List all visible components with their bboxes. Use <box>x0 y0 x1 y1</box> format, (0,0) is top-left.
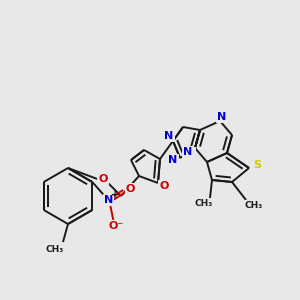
Text: CH₃: CH₃ <box>245 200 263 209</box>
Text: O⁻: O⁻ <box>109 221 124 231</box>
Text: N: N <box>183 147 193 157</box>
Text: N: N <box>164 131 174 141</box>
Text: CH₃: CH₃ <box>46 245 64 254</box>
Text: N: N <box>218 112 226 122</box>
Text: CH₃: CH₃ <box>195 200 213 208</box>
Text: N: N <box>185 148 195 158</box>
Text: O: O <box>126 184 135 194</box>
Text: O: O <box>98 174 108 184</box>
Text: S: S <box>253 160 261 170</box>
Text: +: + <box>111 190 119 200</box>
Text: N: N <box>168 155 178 165</box>
Text: N: N <box>103 195 113 205</box>
Text: O: O <box>159 181 169 191</box>
